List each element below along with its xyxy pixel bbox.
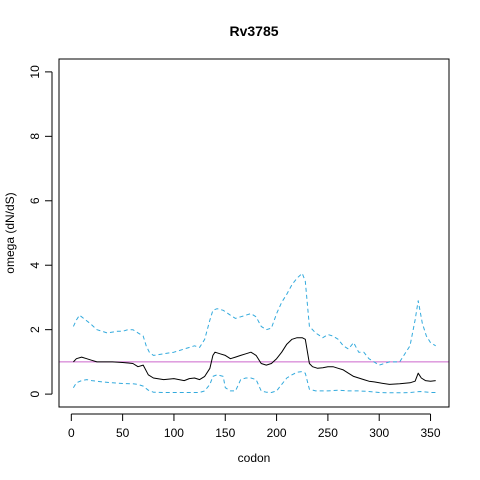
x-tick-label: 100 [164, 426, 184, 440]
y-axis-label: omega (dN/dS) [3, 192, 17, 273]
y-tick-label: 6 [28, 197, 42, 204]
plot-marks [59, 272, 449, 394]
chart-title: Rv3785 [229, 23, 278, 39]
series-line-lower-bound [72, 371, 436, 394]
series-line-upper-bound [72, 272, 436, 366]
plot-axes: 0 50 100 150 200 250 300 350 0 2 4 6 8 10 [28, 58, 450, 440]
x-axis-label: codon [238, 451, 271, 465]
x-tick-label: 0 [68, 426, 75, 440]
x-tick-label: 350 [421, 426, 441, 440]
x-tick-label: 50 [116, 426, 130, 440]
x-tick-label: 200 [267, 426, 287, 440]
x-tick-label: 250 [318, 426, 338, 440]
y-tick-label: 0 [28, 390, 42, 397]
y-tick-label: 8 [28, 133, 42, 140]
y-tick-label: 4 [28, 262, 42, 269]
x-tick-label: 150 [215, 426, 235, 440]
y-tick-label: 10 [28, 65, 42, 79]
x-tick-label: 300 [369, 426, 389, 440]
plot-frame [58, 58, 450, 408]
y-tick-label: 2 [28, 326, 42, 333]
series-line-estimate [73, 337, 436, 385]
